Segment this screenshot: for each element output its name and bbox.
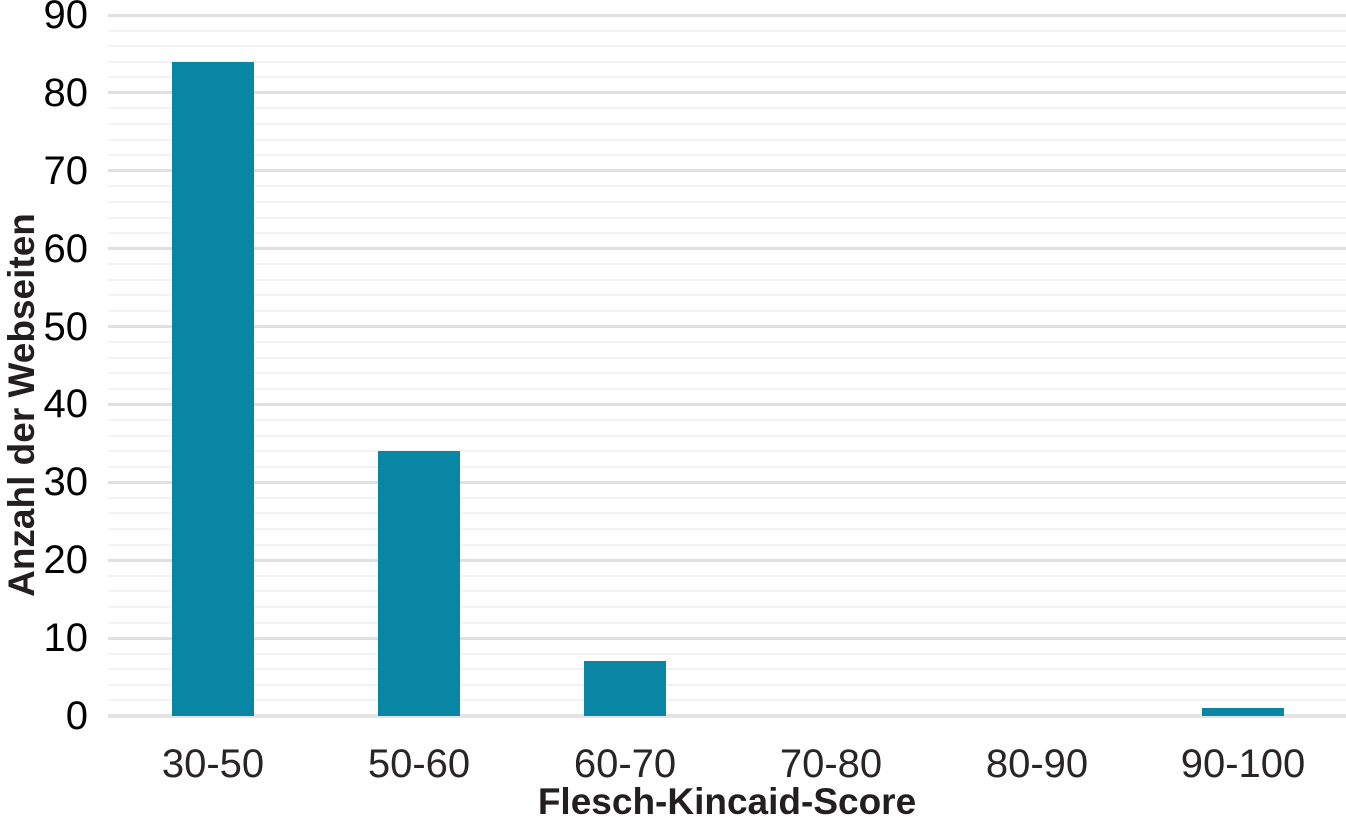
y-tick-label-0: 0 — [65, 694, 88, 738]
gridline-y-46 — [108, 356, 1346, 359]
gridline-y-4 — [108, 683, 1346, 686]
gridline-y-60 — [108, 247, 1346, 251]
gridline-y-20 — [108, 558, 1346, 562]
gridline-y-90 — [108, 13, 1346, 17]
x-tick-label-30-50: 30-50 — [161, 742, 265, 786]
gridline-y-6 — [108, 668, 1346, 671]
gridline-y-42 — [108, 387, 1346, 390]
gridline-y-30 — [108, 480, 1346, 484]
gridline-y-38 — [108, 419, 1346, 422]
bar-50-60 — [378, 451, 460, 716]
gridline-y-52 — [108, 309, 1346, 312]
x-tick-label-70-80: 70-80 — [779, 742, 883, 786]
y-tick-label-30: 30 — [43, 460, 89, 505]
gridline-y-48 — [108, 341, 1346, 344]
bar-60-70 — [584, 661, 666, 716]
y-tick-label-20: 20 — [43, 538, 89, 583]
gridline-y-8 — [108, 652, 1346, 655]
gridline-y-78 — [108, 107, 1346, 110]
gridline-y-62 — [108, 232, 1346, 235]
y-tick-label-60: 60 — [43, 226, 89, 271]
x-tick-label-90-100: 90-100 — [1180, 742, 1306, 786]
gridline-y-36 — [108, 434, 1346, 437]
gridline-y-24 — [108, 528, 1346, 531]
gridline-y-70 — [108, 169, 1346, 173]
gridline-y-72 — [108, 154, 1346, 157]
gridline-y-18 — [108, 574, 1346, 577]
y-tick-label-10: 10 — [43, 616, 89, 661]
gridline-y-2 — [108, 699, 1346, 702]
gridline-y-10 — [108, 636, 1346, 640]
gridline-y-16 — [108, 590, 1346, 593]
gridline-y-34 — [108, 450, 1346, 453]
gridline-y-82 — [108, 76, 1346, 79]
y-tick-label-50: 50 — [43, 304, 89, 349]
gridline-y-12 — [108, 621, 1346, 624]
gridline-y-66 — [108, 200, 1346, 203]
gridline-y-32 — [108, 465, 1346, 468]
x-axis-title: Flesch-Kincaid-Score — [537, 781, 917, 822]
gridline-y-86 — [108, 45, 1346, 48]
gridline-y-0 — [108, 714, 1346, 718]
gridline-y-56 — [108, 278, 1346, 281]
gridline-y-76 — [108, 123, 1346, 126]
plot-area — [108, 13, 1346, 718]
y-tick-label-80: 80 — [43, 70, 89, 115]
gridline-y-50 — [108, 325, 1346, 329]
gridline-y-58 — [108, 263, 1346, 266]
gridline-y-68 — [108, 185, 1346, 188]
bar-90-100 — [1202, 708, 1284, 716]
gridline-y-44 — [108, 372, 1346, 375]
gridline-y-28 — [108, 496, 1346, 499]
x-tick-label-60-70: 60-70 — [573, 742, 677, 786]
gridline-y-40 — [108, 402, 1346, 406]
x-tick-label-80-90: 80-90 — [985, 742, 1089, 786]
bar-30-50 — [172, 61, 254, 716]
gridline-y-54 — [108, 294, 1346, 297]
gridline-y-88 — [108, 29, 1346, 32]
gridline-y-64 — [108, 216, 1346, 219]
gridline-y-22 — [108, 543, 1346, 546]
gridline-y-84 — [108, 60, 1346, 63]
gridline-y-80 — [108, 91, 1346, 95]
y-tick-label-40: 40 — [43, 382, 89, 427]
y-tick-label-90: 90 — [43, 0, 89, 37]
gridline-y-26 — [108, 512, 1346, 515]
y-tick-label-70: 70 — [43, 148, 89, 193]
gridline-y-14 — [108, 605, 1346, 608]
x-tick-label-50-60: 50-60 — [367, 742, 471, 786]
gridline-y-74 — [108, 138, 1346, 141]
